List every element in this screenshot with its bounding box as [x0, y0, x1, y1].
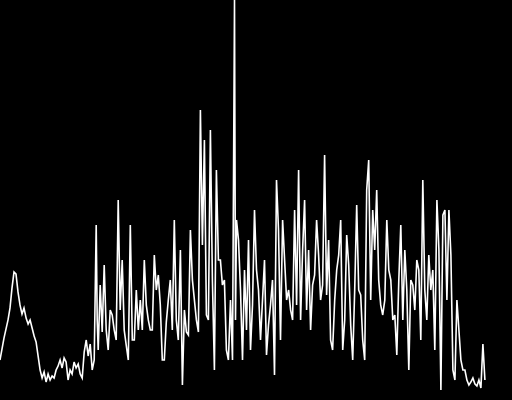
- waveform-line: [0, 0, 486, 391]
